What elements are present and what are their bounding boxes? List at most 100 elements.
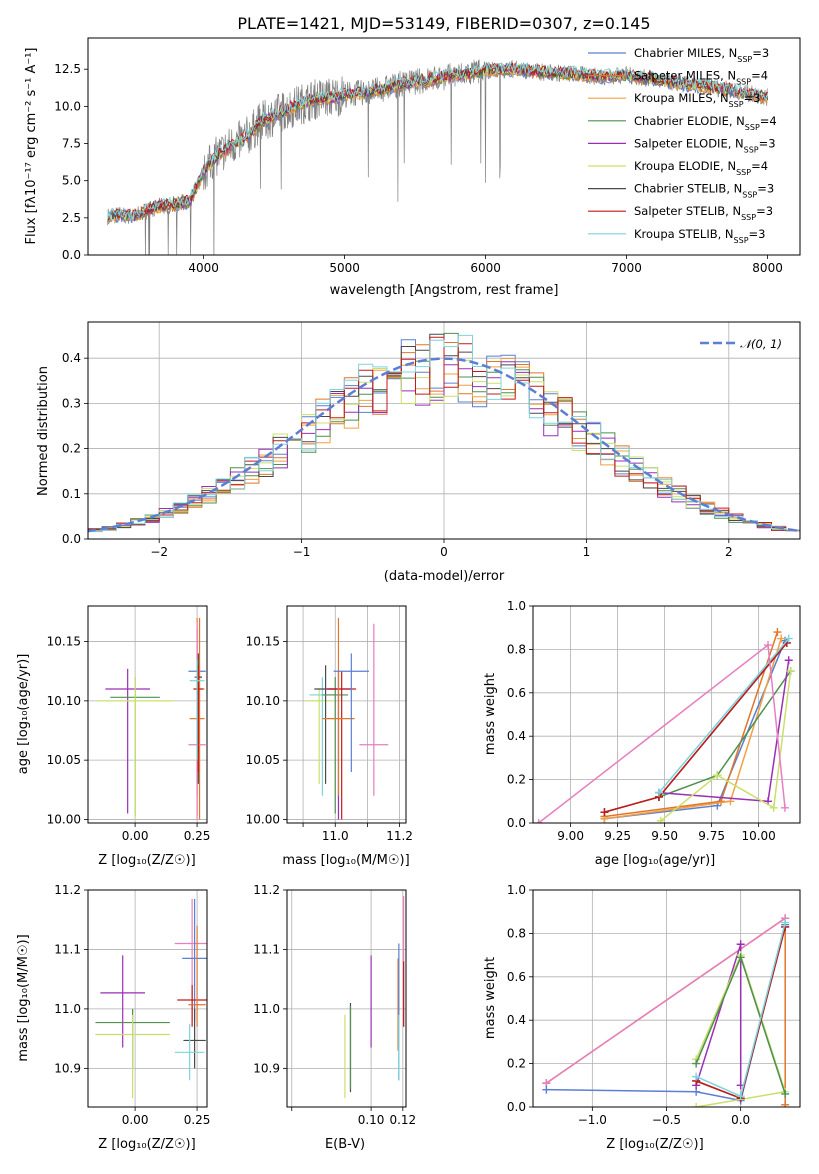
- age-vs-mass-errorbar-8: [359, 623, 389, 796]
- mass-vs-ebv-xticklabel-2: 0.12: [389, 1113, 416, 1127]
- weight-vs-metallicity-xticklabel-2: 0.0: [731, 1113, 750, 1127]
- age-vs-mass-xlabel: mass [log₁₀(M/M☉)]: [282, 853, 409, 868]
- weight-vs-age-marker-7-0: [600, 808, 609, 817]
- age-vs-metallicity-frame: [87, 605, 208, 824]
- residuals-yticklabel-3: 0.3: [62, 396, 81, 410]
- weight-vs-age-ylabel: mass weight: [483, 673, 498, 755]
- age-vs-mass-errorbar-2: [314, 665, 337, 784]
- weight-vs-age-marker-1-2: [773, 628, 782, 637]
- age-vs-metallicity-xlabel: Z [log₁₀(Z/Z☉)]: [98, 853, 195, 868]
- spectrum-xticklabel-0: 4000: [188, 261, 219, 275]
- spectrum-model-line-8: [107, 61, 769, 221]
- weight-vs-metallicity-xticklabel-1: −0.5: [652, 1113, 681, 1127]
- weight-vs-metallicity-line-2: [546, 924, 786, 1102]
- mass-vs-ebv-points: [344, 895, 405, 1099]
- weight-vs-metallicity-ylabel: mass weight: [483, 957, 498, 1039]
- residuals-step-8: [88, 334, 800, 535]
- spectrum-yticklabel-3: 7.5: [62, 137, 81, 151]
- mass-vs-metallicity-yticklabel-2: 11.1: [54, 942, 81, 956]
- weight-vs-age-lines: [534, 628, 795, 823]
- mass-vs-metallicity-errorbar-0: [100, 955, 146, 1048]
- weight-vs-age-line-2: [604, 638, 782, 820]
- weight-vs-metallicity-marker-8-2: [781, 918, 790, 927]
- residuals-step-7: [88, 336, 800, 535]
- weight-vs-metallicity-yticklabel-4: 0.8: [507, 926, 526, 940]
- spectrum-xticklabel-2: 6000: [470, 261, 501, 275]
- mass-vs-metallicity-yticklabel-1: 11.0: [54, 1002, 81, 1016]
- age-vs-mass-errorbar-3: [322, 677, 349, 814]
- age-vs-metallicity-errorbar-9: [189, 659, 205, 761]
- spectrum-frame: [87, 37, 801, 256]
- residuals-xticklabel-3: 1: [583, 545, 591, 559]
- mass-vs-ebv-yticklabel-2: 11.1: [253, 942, 280, 956]
- weight-vs-metallicity-marker-5-1: [736, 953, 745, 962]
- age-vs-mass-panel: mass [log₁₀(M/M☉)] 11.0 11.2 10.00 10.05 10.…: [246, 605, 413, 868]
- age-vs-mass-errorbar-0: [306, 689, 333, 784]
- mass-vs-metallicity-frame: [87, 889, 208, 1108]
- mass-vs-metallicity-errorbar-4: [182, 898, 207, 1021]
- mass-vs-ebv-panel: E(B-V) 0.10 0.12 10.9 11.0 11.1 11.2: [253, 883, 416, 1152]
- spectrum-title: PLATE=1421, MJD=53149, FIBERID=0307, z=0…: [237, 14, 650, 33]
- age-vs-mass-yticklabel-3: 10.15: [246, 635, 280, 649]
- mass-vs-metallicity-errorbar-6: [188, 925, 206, 1027]
- weight-vs-metallicity-yticklabel-3: 0.6: [507, 970, 526, 984]
- weight-vs-age-marker-5-2: [769, 803, 778, 812]
- residuals-frame: [87, 321, 801, 540]
- weight-vs-metallicity-marker-5-2: [781, 1089, 790, 1098]
- residuals-xticklabel-0: −2: [150, 545, 168, 559]
- legend-entry-8: Kroupa STELIB, NSSP=3: [634, 227, 765, 245]
- weight-vs-age-marker-2-2: [777, 634, 786, 643]
- weight-vs-metallicity-yticklabel-5: 1.0: [507, 883, 526, 897]
- weight-vs-age-panel: age [log₁₀(age/yr)] mass weight 9.00 9.25…: [483, 599, 801, 868]
- residuals-ylabel: Normed distribution: [36, 366, 51, 496]
- mass-vs-ebv-xlabel: E(B-V): [325, 1137, 365, 1152]
- spectrum-yticklabel-2: 5.0: [62, 174, 81, 188]
- mass-vs-metallicity-xticklabel-1: 0.00: [122, 1113, 149, 1127]
- residuals-xticklabel-4: 2: [725, 545, 733, 559]
- legend-entry-7: Salpeter STELIB, NSSP=3: [634, 204, 773, 222]
- weight-vs-age-yticklabel-2: 0.4: [507, 729, 526, 743]
- age-vs-metallicity-points: [97, 617, 206, 820]
- weight-vs-age-yticklabel-5: 1.0: [507, 599, 526, 613]
- weight-vs-age-line-4: [658, 660, 790, 803]
- mass-vs-metallicity-errorbar-2: [95, 1014, 170, 1099]
- weight-vs-metallicity-marker-0-2: [781, 1100, 790, 1107]
- spectrum-yticklabel-5: 12.5: [54, 62, 81, 76]
- mass-vs-ebv-yticklabel-3: 11.2: [253, 883, 280, 897]
- mass-vs-metallicity-errorbar-7: [183, 1008, 206, 1069]
- weight-vs-metallicity-frame: [532, 889, 801, 1108]
- weight-vs-age-xticklabel-1: 9.25: [604, 829, 631, 843]
- mass-vs-ebv-yticklabel-1: 11.0: [253, 1002, 280, 1016]
- legend-entry-5: Kroupa ELODIE, NSSP=4: [634, 159, 768, 177]
- spectrum-yticklabel-4: 10.0: [54, 99, 81, 113]
- spectrum-ylabel: Flux [fλ10⁻¹⁷ erg cm⁻² s⁻¹ A⁻¹]: [24, 48, 39, 245]
- weight-vs-age-xticklabel-2: 9.50: [651, 829, 678, 843]
- weight-vs-age-marker-9-1: [764, 641, 773, 650]
- residuals-yticklabel-0: 0.0: [62, 532, 81, 546]
- mass-vs-ebv-frame: [286, 889, 407, 1108]
- weight-vs-metallicity-xticklabel-0: −1.0: [578, 1113, 607, 1127]
- age-vs-mass-yticklabel-1: 10.05: [246, 753, 280, 767]
- weight-vs-age-marker-8-1: [784, 634, 793, 643]
- mass-vs-metallicity-yticklabel-0: 10.9: [54, 1061, 81, 1075]
- residuals-yticklabel-2: 0.2: [62, 442, 81, 456]
- weight-vs-metallicity-panel: Z [log₁₀(Z/Z☉)] mass weight −1.0 −0.5 0.0 0…: [483, 883, 801, 1152]
- weight-vs-age-line-5: [660, 671, 792, 822]
- weight-vs-age-marker-4-2: [784, 656, 793, 665]
- legend-entry-6: Chabrier STELIB, NSSP=3: [634, 182, 774, 200]
- spectrum-lines: [107, 59, 769, 255]
- age-vs-metallicity-xticklabel-1: 0.25: [184, 829, 211, 843]
- age-vs-metallicity-errorbar-8: [193, 665, 204, 773]
- age-vs-metallicity-panel: Z [log₁₀(Z/Z☉)] age [log₁₀(age/yr)] 0.00…: [16, 605, 211, 868]
- weight-vs-age-line-7: [604, 642, 788, 813]
- spectrum-yticklabel-0: 0.0: [62, 248, 81, 262]
- weight-vs-metallicity-marker-2-0: [542, 1085, 551, 1094]
- residuals-panel: (data-model)/error Normed distribution −…: [36, 321, 801, 584]
- weight-vs-age-marker-9-2: [780, 803, 789, 812]
- age-vs-metallicity-errorbar-0: [105, 668, 150, 814]
- mass-vs-metallicity-panel: Z [log₁₀(Z/Z☉)] mass [log₁₀(M/M☉)] 0.00 0…: [16, 883, 210, 1152]
- mass-vs-metallicity-points: [95, 898, 207, 1099]
- age-vs-metallicity-yticklabel-0: 10.00: [47, 812, 81, 826]
- weight-vs-age-line-6: [604, 642, 788, 813]
- weight-vs-age-line-8: [658, 638, 790, 794]
